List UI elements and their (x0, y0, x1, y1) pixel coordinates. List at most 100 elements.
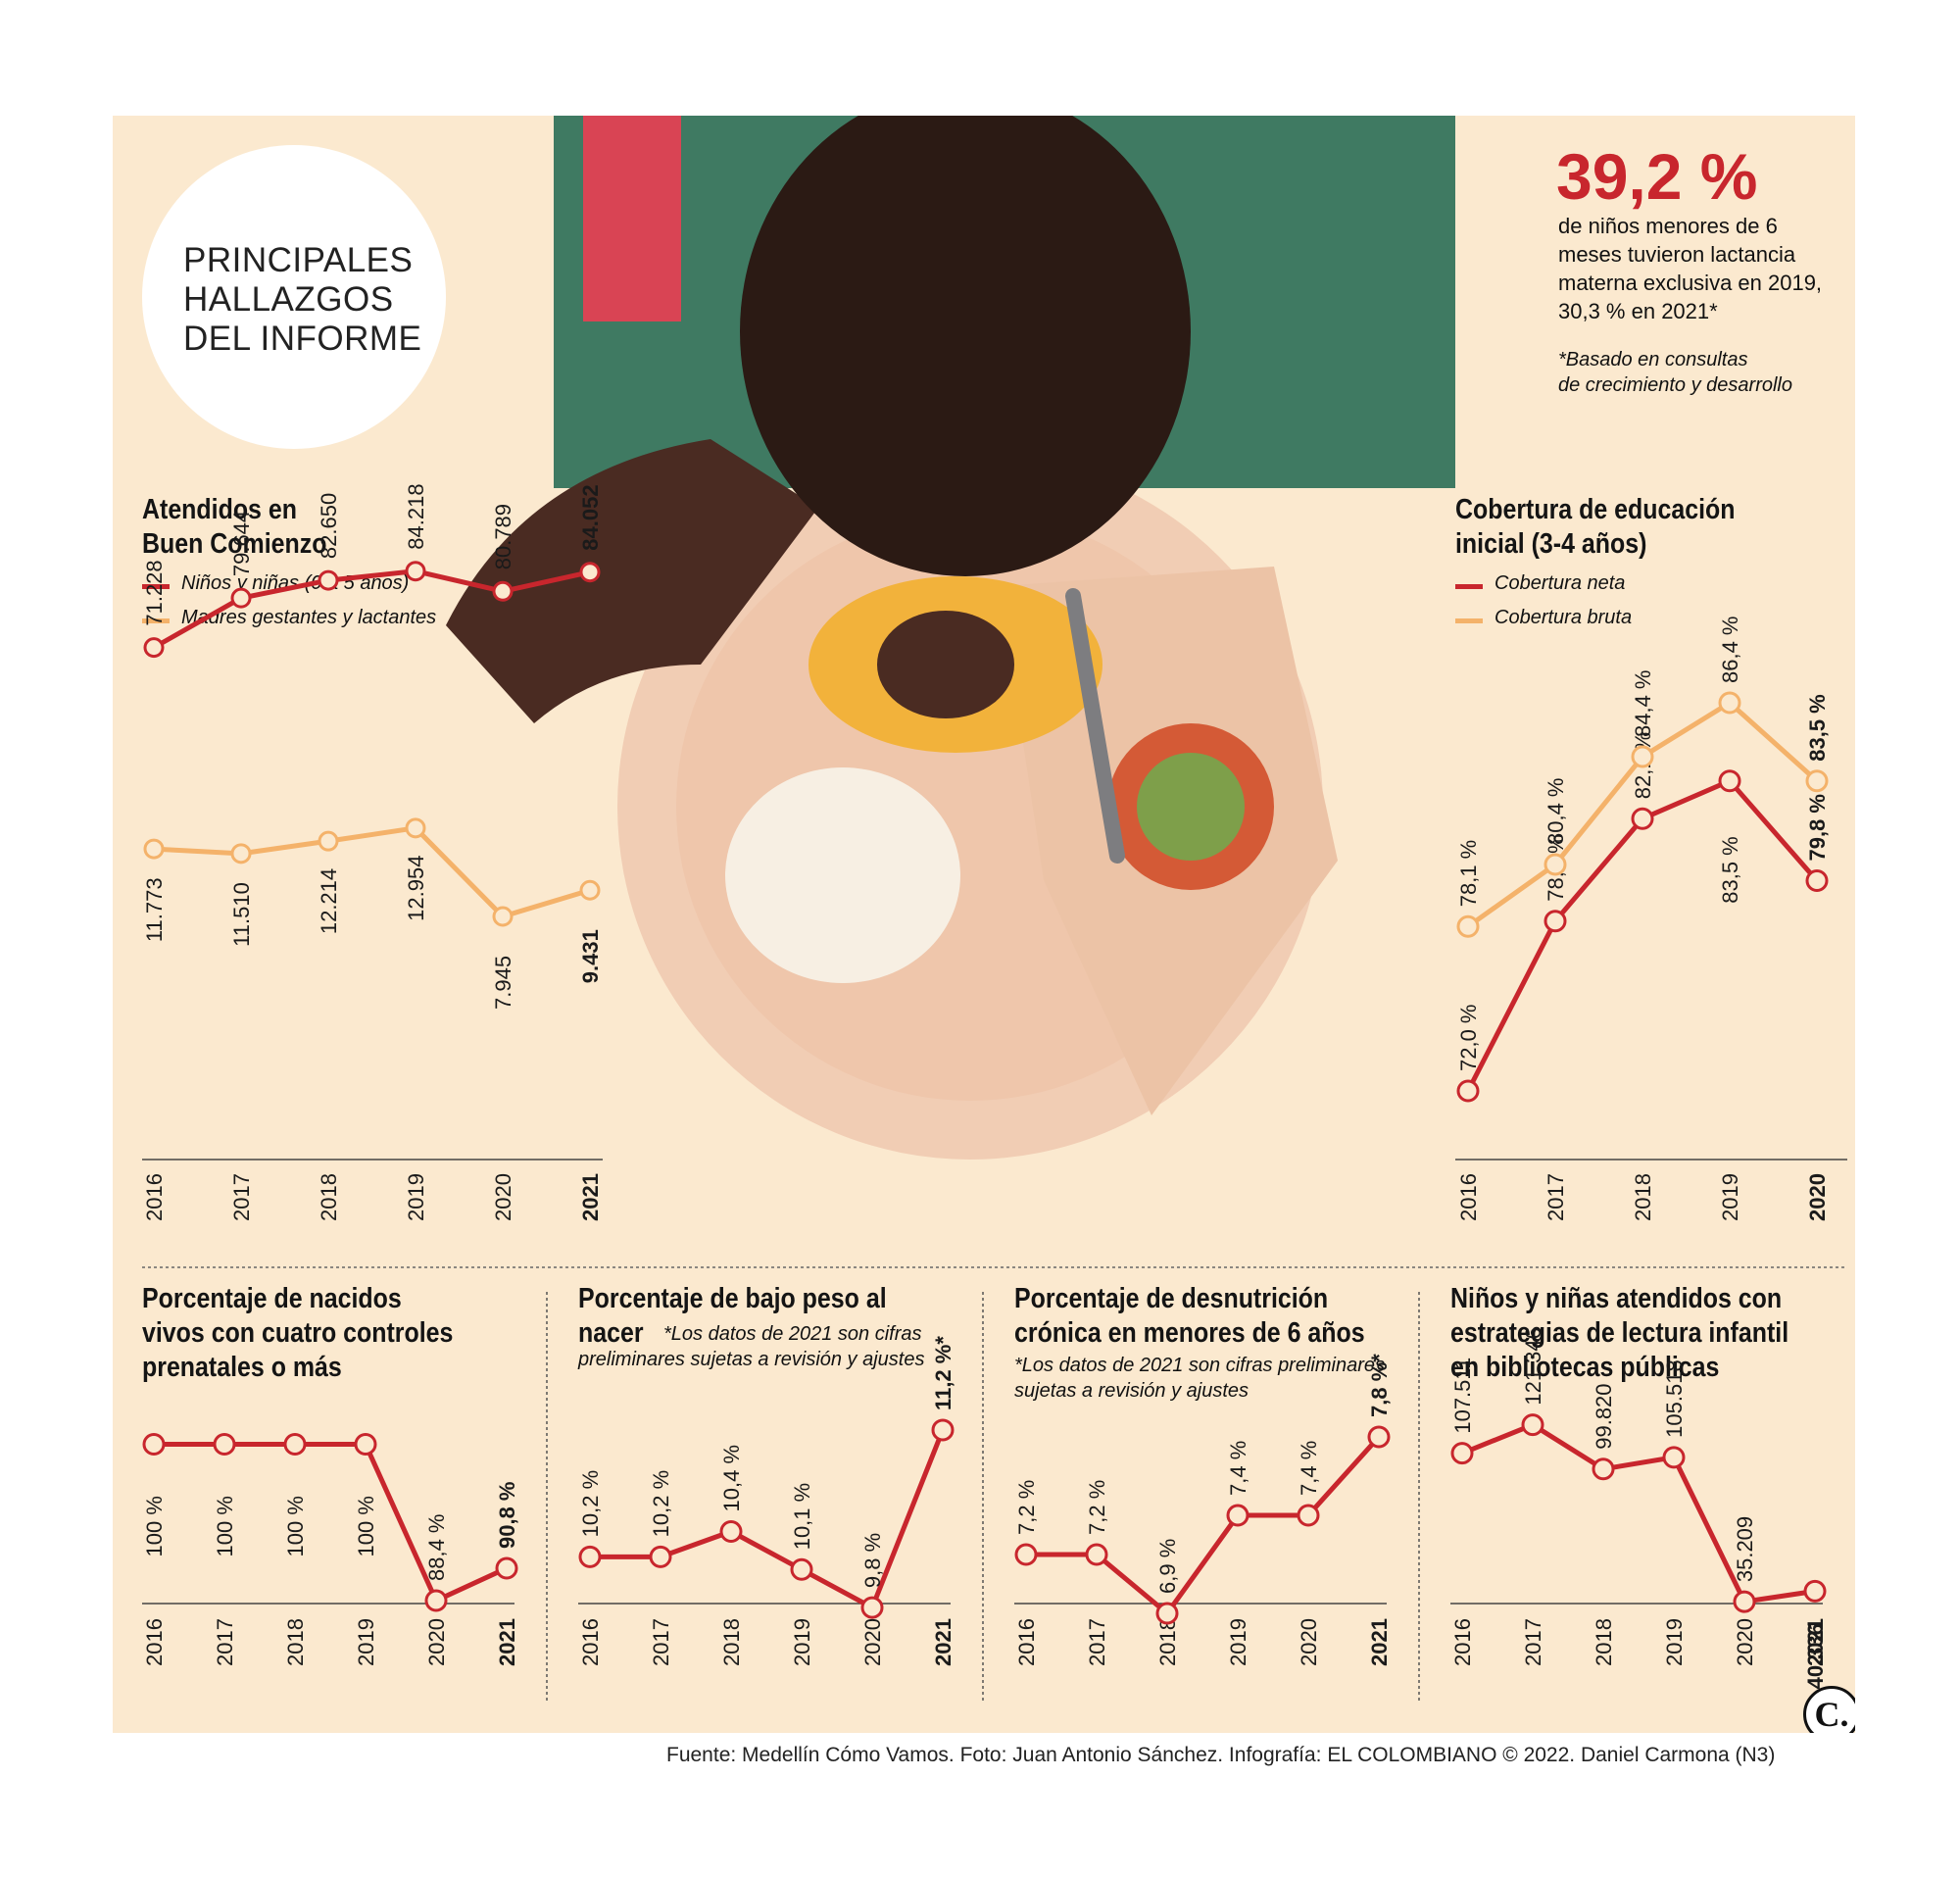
data-label: 7,4 % (1226, 1441, 1250, 1496)
data-point (1718, 691, 1741, 715)
x-tick-label: 2020 (491, 1173, 515, 1221)
chart-title-line: Buen Comienzo (142, 528, 327, 560)
data-label: 84.218 (404, 483, 428, 549)
data-point (492, 580, 514, 602)
data-point (495, 1556, 518, 1580)
data-point (790, 1557, 813, 1581)
series-line (1026, 1435, 1381, 1617)
data-point (1631, 745, 1654, 768)
data-point (1733, 1590, 1756, 1613)
legend-swatch-red (1455, 584, 1483, 589)
chart-title-line: Niños y niñas atendidos con (1450, 1283, 1783, 1314)
x-tick-label: 2017 (213, 1618, 237, 1666)
data-point (405, 561, 426, 582)
data-label: 35.209 (1733, 1516, 1757, 1582)
photo-background (446, 116, 1455, 1160)
data-point (142, 1433, 166, 1456)
data-point (354, 1433, 377, 1456)
data-label: 82.650 (317, 493, 341, 559)
series-line (1461, 1421, 1816, 1605)
chart-title-line: Porcentaje de bajo peso al (578, 1283, 887, 1314)
data-point (1456, 914, 1480, 938)
data-label: 80.789 (491, 504, 515, 569)
x-tick-label: 2021 (1803, 1618, 1828, 1666)
data-label: 100 % (142, 1496, 167, 1556)
legend-swatch-red (142, 584, 170, 589)
legend-label: Cobertura neta (1494, 572, 1626, 594)
x-tick-label: 2019 (1226, 1618, 1250, 1666)
x-tick-label: 2017 (1544, 1173, 1568, 1221)
chart-title-line: estrategias de lectura infantil (1450, 1317, 1789, 1349)
source-credit: Fuente: Medellín Cómo Vamos. Foto: Juan … (666, 1744, 1776, 1766)
x-tick-label: 2019 (404, 1173, 428, 1221)
legend-label: Cobertura bruta (1494, 607, 1633, 628)
data-label: 84.052 (578, 484, 603, 550)
data-point (1544, 910, 1567, 933)
data-label: 7,4 % (1297, 1441, 1321, 1496)
data-point (424, 1589, 448, 1612)
highlight-circle (142, 145, 446, 449)
data-point (230, 587, 252, 609)
data-label: 10,4 % (719, 1445, 744, 1512)
highlight-title-line: HALLAZGOS (183, 280, 394, 319)
x-tick-label: 2019 (790, 1618, 814, 1666)
data-label: 90,8 % (495, 1482, 519, 1550)
chart-title-line: vivos con cuatro controles (142, 1317, 454, 1349)
data-point (1085, 1543, 1108, 1566)
data-label: 79.644 (229, 511, 254, 576)
data-label: 10,2 % (578, 1470, 603, 1538)
x-tick-label: 2018 (1155, 1618, 1180, 1666)
data-point (283, 1433, 307, 1456)
x-tick-label: 2020 (1805, 1173, 1830, 1221)
red-sleeve (583, 116, 681, 321)
data-point (1297, 1504, 1320, 1527)
data-label: 9.431 (578, 929, 603, 983)
data-label: 10,1 % (790, 1483, 814, 1551)
chart-title-line: inicial (3-4 años) (1455, 528, 1647, 560)
data-point (143, 637, 165, 659)
data-label: 100 % (283, 1496, 308, 1556)
child-arm (446, 439, 818, 723)
legend-swatch-orange (1455, 618, 1483, 623)
child-hair (740, 116, 1191, 576)
spoon (1065, 588, 1125, 864)
el-colombiano-logo: C. (1803, 1686, 1855, 1733)
data-label: 7.945 (491, 956, 515, 1010)
x-tick-label: 2017 (229, 1173, 254, 1221)
x-tick-label: 2017 (1085, 1618, 1109, 1666)
data-point (1718, 769, 1741, 793)
data-point (579, 562, 601, 583)
data-point (230, 843, 252, 864)
x-tick-label: 2017 (1521, 1618, 1545, 1666)
series-line (152, 568, 591, 650)
legend-label: Madres gestantes y lactantes (181, 607, 437, 628)
x-tick-label: 2016 (142, 1618, 167, 1666)
data-label: 6,9 % (1155, 1539, 1180, 1594)
data-label: 121.346 (1521, 1327, 1545, 1406)
chart-note-line: preliminares sujetas a revisión y ajuste… (578, 1349, 925, 1370)
data-label: 11.773 (142, 877, 167, 942)
x-tick-label: 2018 (317, 1173, 341, 1221)
x-tick-label: 2021 (931, 1618, 956, 1666)
data-point (143, 838, 165, 860)
data-label: 40.336 (1803, 1623, 1828, 1689)
data-point (1367, 1425, 1391, 1449)
stat-description-line: meses tuvieron lactancia (1558, 242, 1796, 267)
data-point (1155, 1602, 1179, 1625)
chart-title-line: Atendidos en (142, 494, 297, 525)
data-label: 71.228 (142, 560, 167, 625)
data-label: 7,2 % (1014, 1480, 1039, 1535)
series-line (590, 1429, 946, 1611)
x-tick-label: 2018 (719, 1618, 744, 1666)
data-label: 7,8 %* (1367, 1354, 1392, 1417)
data-label: 99.820 (1592, 1383, 1616, 1449)
data-point (578, 1545, 602, 1568)
data-point (1592, 1457, 1615, 1481)
data-label: 11.510 (229, 882, 254, 947)
data-label: 80,4 % (1544, 778, 1568, 846)
data-point (318, 830, 339, 852)
chart-title-line: nacer (578, 1317, 644, 1349)
stat-description-line: 30,3 % en 2021* (1558, 299, 1718, 323)
data-label: 9,8 % (860, 1533, 885, 1588)
stat-note-line: de crecimiento y desarrollo (1558, 374, 1792, 396)
